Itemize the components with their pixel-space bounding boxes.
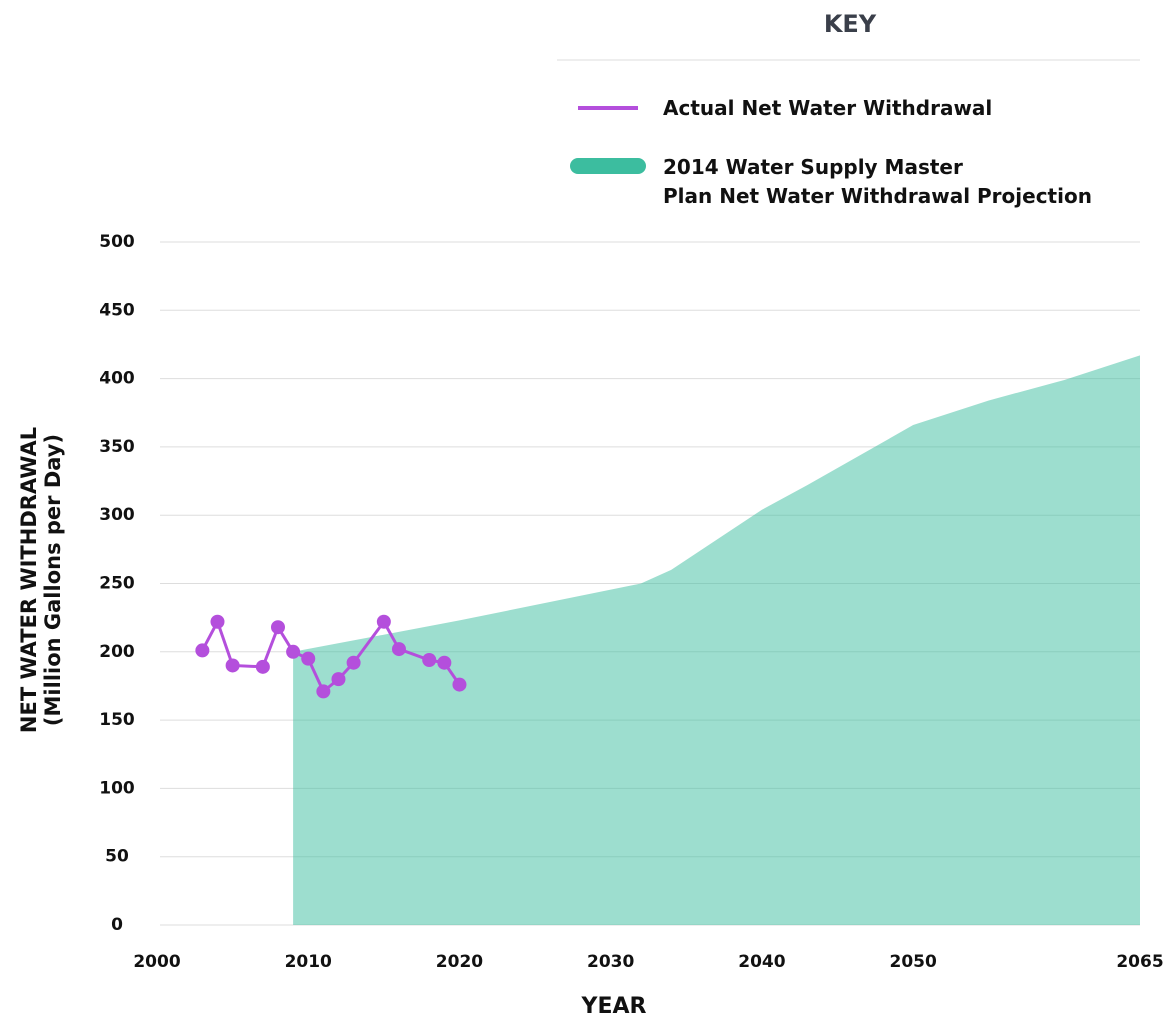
marker bbox=[331, 672, 346, 687]
marker bbox=[286, 644, 301, 659]
area bbox=[293, 355, 1141, 925]
x-tick-label: 2010 bbox=[285, 952, 332, 972]
y-tick-label: 350 bbox=[99, 437, 135, 457]
marker bbox=[437, 655, 452, 670]
x-tick-label: 2000 bbox=[133, 952, 180, 972]
y-tick-label: 50 bbox=[105, 847, 129, 867]
x-tick-label: 2020 bbox=[436, 952, 483, 972]
x-tick-label: 2040 bbox=[738, 952, 785, 972]
legend-label: Actual Net Water Withdrawal bbox=[663, 96, 993, 120]
y-tick-label: 500 bbox=[99, 232, 135, 252]
marker bbox=[210, 614, 225, 629]
marker bbox=[316, 684, 331, 699]
marker bbox=[452, 677, 467, 692]
y-tick-label: 250 bbox=[99, 574, 135, 594]
y-tick-label: 200 bbox=[99, 642, 135, 662]
y-tick-label: 100 bbox=[99, 778, 135, 798]
marker bbox=[391, 642, 406, 657]
legend-label: 2014 Water Supply Master Plan Net Water … bbox=[663, 155, 1092, 208]
y-tick-label: 300 bbox=[99, 505, 135, 525]
y-tick-label: 400 bbox=[99, 369, 135, 389]
marker bbox=[422, 652, 437, 667]
marker bbox=[346, 655, 361, 670]
y-tick-label: 450 bbox=[99, 300, 135, 320]
marker bbox=[255, 659, 270, 674]
x-tick-label: 2030 bbox=[587, 952, 634, 972]
marker bbox=[195, 643, 210, 658]
y-tick-label: 150 bbox=[99, 710, 135, 730]
marker bbox=[301, 651, 316, 666]
y-axis-title: NET WATER WITHDRAWAL bbox=[17, 427, 41, 733]
x-tick-label: 2050 bbox=[889, 952, 936, 972]
marker bbox=[376, 614, 391, 629]
y-tick-label: 0 bbox=[111, 915, 123, 935]
x-tick-label: 2065 bbox=[1116, 952, 1163, 972]
legend-title: KEY bbox=[824, 10, 877, 38]
x-axis-title: YEAR bbox=[581, 994, 647, 1019]
marker bbox=[270, 620, 285, 635]
y-axis-subtitle: (Million Gallons per Day) bbox=[41, 434, 65, 726]
marker bbox=[225, 658, 240, 673]
